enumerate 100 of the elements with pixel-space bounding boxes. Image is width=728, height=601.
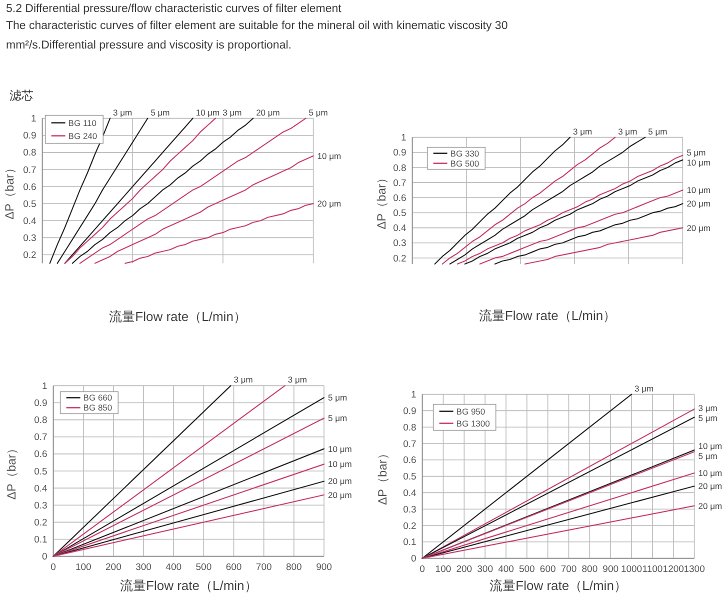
- ytick: 0.6: [23, 182, 36, 193]
- ylabel: ΔP（bar）: [375, 448, 390, 505]
- ytick: 1: [42, 381, 48, 392]
- line-label: 5 μm: [648, 126, 668, 136]
- xtick: 1000: [620, 564, 642, 575]
- xtick: 500: [518, 564, 535, 575]
- line-label: 10 μm: [196, 107, 220, 118]
- xtick: 200: [106, 562, 122, 573]
- line-label: 5 μm: [686, 148, 706, 158]
- line-label: 20 μm: [698, 500, 722, 511]
- ytick: 0.6: [393, 192, 406, 204]
- line-label: 10 μm: [328, 459, 352, 470]
- ytick: 0.7: [393, 178, 406, 189]
- line-label: 3 μm: [634, 383, 654, 394]
- line-label: 20 μm: [698, 481, 722, 492]
- ytick: 0.6: [34, 449, 48, 460]
- line-label: 5 μm: [328, 413, 348, 424]
- ytick: 0.5: [34, 466, 48, 478]
- line-label: 5 μm: [698, 413, 718, 424]
- xtick: 0: [50, 562, 56, 573]
- xtick: 200: [456, 564, 472, 575]
- line-label: 10 μm: [328, 444, 352, 454]
- ytick: 0.1: [34, 534, 48, 546]
- line-label: 5 μm: [150, 107, 170, 118]
- legend-label: BG 950: [456, 406, 486, 416]
- line-label: 3 μm: [618, 126, 638, 136]
- ytick: 0.5: [23, 198, 36, 210]
- ytick: 0.4: [23, 216, 36, 227]
- ytick: 0.2: [23, 250, 36, 262]
- xtick: 100: [75, 562, 92, 573]
- line-label: 20 μm: [686, 222, 710, 233]
- xlabel: 流量Flow rate（L/min）: [120, 578, 258, 593]
- line-label: 3 μm: [222, 107, 242, 118]
- line-label: 3 μm: [113, 107, 132, 118]
- xtick: 600: [540, 564, 556, 575]
- xtick: 900: [602, 564, 619, 575]
- ytick: 0.9: [34, 398, 48, 410]
- ytick: 0.4: [403, 488, 416, 499]
- line-label: 20 μm: [317, 198, 342, 209]
- ytick: 0: [411, 554, 416, 565]
- legend-label: BG 240: [68, 130, 98, 141]
- line-label: 20 μm: [328, 476, 352, 486]
- heading: 滤芯: [9, 88, 34, 102]
- xtick: 400: [166, 562, 182, 573]
- ylabel: ΔP（bar）: [374, 172, 388, 230]
- ytick: 0.2: [34, 517, 48, 528]
- ytick: 0.7: [34, 432, 48, 444]
- line-label: 10 μm: [686, 158, 710, 168]
- ytick: 0.8: [393, 162, 406, 174]
- ytick: 0.8: [23, 148, 36, 159]
- line-label: 10 μm: [698, 468, 722, 478]
- ytick: 0.7: [23, 164, 36, 176]
- subtitle: The characteristic curves of filter element are suitable for the mineral oil with kinematic viscosity 30 mm²/s.Differential pressure and viscosity is proportional.: [6, 20, 508, 52]
- legend-label: BG 660: [83, 392, 112, 403]
- title: 5.2 Differential pressure/flow characteristic curves of filter element: [6, 3, 342, 15]
- ylabel: ΔP（bar）: [4, 442, 18, 500]
- xtick: 600: [226, 562, 242, 573]
- xlabel: 流量Flow rate（L/min）: [109, 309, 246, 324]
- ytick: 0.9: [393, 148, 406, 159]
- xlabel: 流量Flow rate（L/min）: [478, 308, 616, 323]
- ytick: 0.4: [393, 223, 406, 234]
- ytick: 0.9: [23, 130, 36, 142]
- ylabel: ΔP（bar）: [2, 162, 16, 220]
- legend-label: BG 850: [83, 402, 112, 413]
- xtick: 100: [435, 564, 452, 575]
- ytick: 0.7: [403, 438, 416, 450]
- line-label: 10 μm: [317, 150, 342, 161]
- line-label: 3 μm: [288, 374, 307, 385]
- ytick: 0.2: [403, 520, 416, 532]
- ytick: 0.5: [403, 472, 416, 483]
- xtick: 1200: [662, 564, 684, 575]
- xtick: 300: [477, 564, 493, 575]
- line-label: 5 μm: [308, 107, 328, 118]
- line-label: 5 μm: [698, 450, 718, 461]
- xtick: 0: [420, 564, 425, 575]
- ytick: 0: [42, 552, 48, 563]
- ytick: 0.3: [23, 233, 36, 244]
- line-label: 20 μm: [686, 198, 710, 209]
- ytick: 0.3: [34, 500, 48, 512]
- line-label: 3 μm: [234, 374, 253, 385]
- xtick: 700: [256, 562, 272, 573]
- xtick: 300: [136, 562, 152, 573]
- ytick: 0.6: [403, 455, 416, 466]
- ytick: 0.9: [403, 406, 416, 417]
- line-label: 10 μm: [686, 185, 710, 196]
- ytick: 1: [401, 132, 406, 144]
- line-label: 10 μm: [698, 440, 722, 451]
- legend-label: BG 110: [68, 118, 97, 128]
- line-label: 3 μm: [573, 126, 592, 136]
- ytick: 0.5: [393, 208, 406, 220]
- ytick: 0.2: [393, 253, 406, 264]
- xtick: 1300: [684, 564, 705, 575]
- line-label: 20 μm: [328, 490, 352, 500]
- xtick: 800: [286, 562, 302, 573]
- xtick: 400: [498, 564, 514, 575]
- legend-label: BG 500: [450, 158, 480, 168]
- xtick: 900: [316, 562, 332, 573]
- ytick: 0.4: [34, 483, 48, 494]
- ytick: 0.3: [403, 504, 416, 516]
- line-label: 20 μm: [256, 107, 280, 118]
